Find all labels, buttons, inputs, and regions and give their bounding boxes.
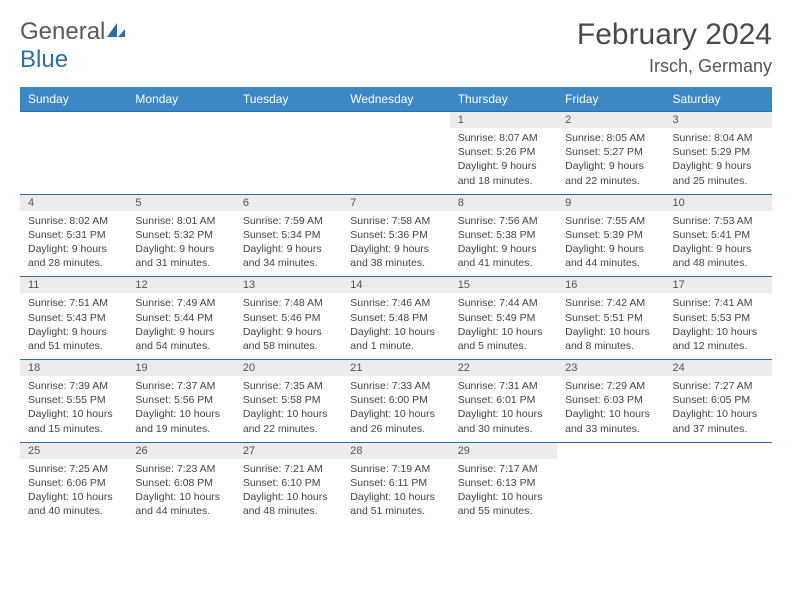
day-content-cell — [557, 459, 664, 525]
day-number-cell: 6 — [235, 194, 342, 211]
day-content-cell — [127, 128, 234, 194]
day-number-cell: 1 — [450, 112, 557, 129]
day-content-cell: Sunrise: 7:19 AMSunset: 6:11 PMDaylight:… — [342, 459, 449, 525]
day-content-cell: Sunrise: 7:46 AMSunset: 5:48 PMDaylight:… — [342, 293, 449, 359]
day-number-cell: 12 — [127, 277, 234, 294]
brand-logo: GeneralBlue — [20, 18, 127, 74]
brand-text-2: Blue — [20, 46, 68, 73]
content-row: Sunrise: 8:07 AMSunset: 5:26 PMDaylight:… — [20, 128, 772, 194]
title-block: February 2024 Irsch, Germany — [577, 18, 772, 77]
brand-text-1: General — [20, 18, 105, 45]
day-number-cell: 8 — [450, 194, 557, 211]
day-content-cell: Sunrise: 7:59 AMSunset: 5:34 PMDaylight:… — [235, 211, 342, 277]
day-content-cell: Sunrise: 7:23 AMSunset: 6:08 PMDaylight:… — [127, 459, 234, 525]
day-content-cell — [235, 128, 342, 194]
day-number-cell: 20 — [235, 360, 342, 377]
day-number-cell: 13 — [235, 277, 342, 294]
day-number-cell: 29 — [450, 442, 557, 459]
day-content-cell: Sunrise: 7:58 AMSunset: 5:36 PMDaylight:… — [342, 211, 449, 277]
weekday-header: Saturday — [665, 87, 772, 112]
day-number-cell: 18 — [20, 360, 127, 377]
weekday-header: Tuesday — [235, 87, 342, 112]
day-number-cell — [127, 112, 234, 129]
day-number-cell: 5 — [127, 194, 234, 211]
calendar-body: 123Sunrise: 8:07 AMSunset: 5:26 PMDaylig… — [20, 112, 772, 525]
content-row: Sunrise: 8:02 AMSunset: 5:31 PMDaylight:… — [20, 211, 772, 277]
daynum-row: 2526272829 — [20, 442, 772, 459]
day-content-cell: Sunrise: 7:37 AMSunset: 5:56 PMDaylight:… — [127, 376, 234, 442]
day-content-cell: Sunrise: 7:27 AMSunset: 6:05 PMDaylight:… — [665, 376, 772, 442]
weekday-header: Sunday — [20, 87, 127, 112]
day-number-cell — [665, 442, 772, 459]
weekday-header-row: SundayMondayTuesdayWednesdayThursdayFrid… — [20, 87, 772, 112]
day-number-cell — [235, 112, 342, 129]
day-number-cell: 7 — [342, 194, 449, 211]
day-content-cell: Sunrise: 7:42 AMSunset: 5:51 PMDaylight:… — [557, 293, 664, 359]
content-row: Sunrise: 7:51 AMSunset: 5:43 PMDaylight:… — [20, 293, 772, 359]
day-number-cell: 4 — [20, 194, 127, 211]
brand-text: GeneralBlue — [20, 18, 127, 74]
day-content-cell: Sunrise: 8:02 AMSunset: 5:31 PMDaylight:… — [20, 211, 127, 277]
weekday-header: Wednesday — [342, 87, 449, 112]
day-content-cell: Sunrise: 7:39 AMSunset: 5:55 PMDaylight:… — [20, 376, 127, 442]
day-number-cell: 15 — [450, 277, 557, 294]
day-number-cell: 25 — [20, 442, 127, 459]
weekday-header: Thursday — [450, 87, 557, 112]
day-content-cell: Sunrise: 7:21 AMSunset: 6:10 PMDaylight:… — [235, 459, 342, 525]
calendar-table: SundayMondayTuesdayWednesdayThursdayFrid… — [20, 87, 772, 524]
day-content-cell: Sunrise: 8:01 AMSunset: 5:32 PMDaylight:… — [127, 211, 234, 277]
day-content-cell: Sunrise: 8:05 AMSunset: 5:27 PMDaylight:… — [557, 128, 664, 194]
day-content-cell: Sunrise: 7:35 AMSunset: 5:58 PMDaylight:… — [235, 376, 342, 442]
day-number-cell: 10 — [665, 194, 772, 211]
day-content-cell — [342, 128, 449, 194]
day-content-cell: Sunrise: 7:53 AMSunset: 5:41 PMDaylight:… — [665, 211, 772, 277]
day-number-cell: 23 — [557, 360, 664, 377]
day-number-cell: 14 — [342, 277, 449, 294]
weekday-header: Monday — [127, 87, 234, 112]
day-content-cell: Sunrise: 7:25 AMSunset: 6:06 PMDaylight:… — [20, 459, 127, 525]
day-number-cell: 3 — [665, 112, 772, 129]
day-content-cell: Sunrise: 7:48 AMSunset: 5:46 PMDaylight:… — [235, 293, 342, 359]
weekday-header: Friday — [557, 87, 664, 112]
day-content-cell: Sunrise: 7:56 AMSunset: 5:38 PMDaylight:… — [450, 211, 557, 277]
day-number-cell — [557, 442, 664, 459]
day-content-cell: Sunrise: 7:17 AMSunset: 6:13 PMDaylight:… — [450, 459, 557, 525]
day-content-cell: Sunrise: 7:31 AMSunset: 6:01 PMDaylight:… — [450, 376, 557, 442]
day-number-cell: 24 — [665, 360, 772, 377]
day-number-cell: 22 — [450, 360, 557, 377]
day-number-cell: 9 — [557, 194, 664, 211]
day-number-cell: 2 — [557, 112, 664, 129]
location-label: Irsch, Germany — [577, 56, 772, 77]
day-number-cell — [20, 112, 127, 129]
day-content-cell: Sunrise: 7:51 AMSunset: 5:43 PMDaylight:… — [20, 293, 127, 359]
day-content-cell — [20, 128, 127, 194]
daynum-row: 11121314151617 — [20, 277, 772, 294]
day-number-cell: 11 — [20, 277, 127, 294]
day-number-cell: 27 — [235, 442, 342, 459]
daynum-row: 45678910 — [20, 194, 772, 211]
content-row: Sunrise: 7:39 AMSunset: 5:55 PMDaylight:… — [20, 376, 772, 442]
day-content-cell: Sunrise: 7:33 AMSunset: 6:00 PMDaylight:… — [342, 376, 449, 442]
day-content-cell: Sunrise: 8:04 AMSunset: 5:29 PMDaylight:… — [665, 128, 772, 194]
day-number-cell: 16 — [557, 277, 664, 294]
day-number-cell: 26 — [127, 442, 234, 459]
day-number-cell: 19 — [127, 360, 234, 377]
content-row: Sunrise: 7:25 AMSunset: 6:06 PMDaylight:… — [20, 459, 772, 525]
month-title: February 2024 — [577, 18, 772, 52]
day-content-cell: Sunrise: 7:44 AMSunset: 5:49 PMDaylight:… — [450, 293, 557, 359]
day-content-cell: Sunrise: 7:41 AMSunset: 5:53 PMDaylight:… — [665, 293, 772, 359]
day-content-cell — [665, 459, 772, 525]
sail-icon — [105, 18, 127, 46]
day-number-cell — [342, 112, 449, 129]
day-content-cell: Sunrise: 7:29 AMSunset: 6:03 PMDaylight:… — [557, 376, 664, 442]
day-content-cell: Sunrise: 7:49 AMSunset: 5:44 PMDaylight:… — [127, 293, 234, 359]
day-content-cell: Sunrise: 7:55 AMSunset: 5:39 PMDaylight:… — [557, 211, 664, 277]
header: GeneralBlue February 2024 Irsch, Germany — [20, 18, 772, 77]
day-number-cell: 28 — [342, 442, 449, 459]
daynum-row: 123 — [20, 112, 772, 129]
day-content-cell: Sunrise: 8:07 AMSunset: 5:26 PMDaylight:… — [450, 128, 557, 194]
day-number-cell: 21 — [342, 360, 449, 377]
daynum-row: 18192021222324 — [20, 360, 772, 377]
day-number-cell: 17 — [665, 277, 772, 294]
